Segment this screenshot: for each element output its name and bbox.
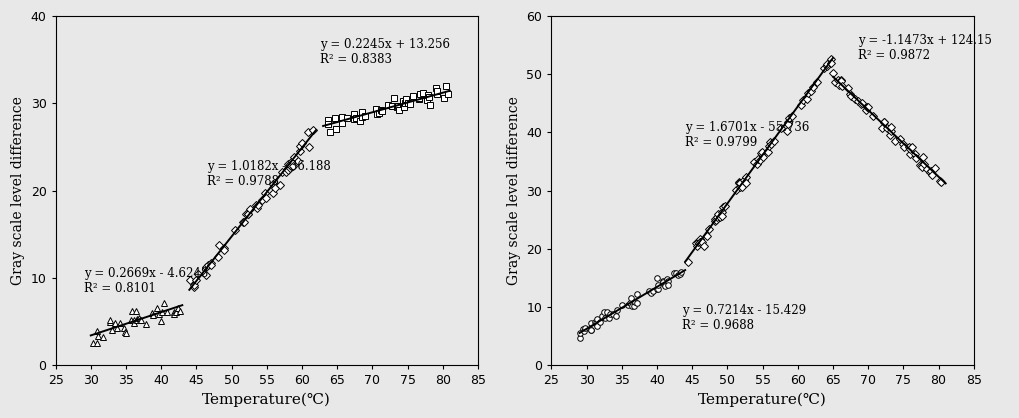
Y-axis label: Gray scale level difference: Gray scale level difference: [506, 96, 521, 285]
Text: y = 0.2669x - 4.6248
R² = 0.8101: y = 0.2669x - 4.6248 R² = 0.8101: [84, 267, 208, 295]
Text: y = 0.7214x - 15.429
R² = 0.9688: y = 0.7214x - 15.429 R² = 0.9688: [681, 304, 805, 332]
Text: y = 0.2245x + 13.256
R² = 0.8383: y = 0.2245x + 13.256 R² = 0.8383: [319, 38, 449, 66]
Text: y = 1.0182x - 36.188
R² = 0.9788: y = 1.0182x - 36.188 R² = 0.9788: [207, 160, 330, 188]
Y-axis label: Gray scale level difference: Gray scale level difference: [11, 96, 25, 285]
Text: y = 1.6701x - 55.736
R² = 0.9799: y = 1.6701x - 55.736 R² = 0.9799: [685, 121, 809, 149]
Text: y = -1.1473x + 124.15
R² = 0.9872: y = -1.1473x + 124.15 R² = 0.9872: [857, 33, 990, 61]
X-axis label: Temperature(℃): Temperature(℃): [697, 393, 826, 407]
X-axis label: Temperature(℃): Temperature(℃): [202, 393, 331, 407]
